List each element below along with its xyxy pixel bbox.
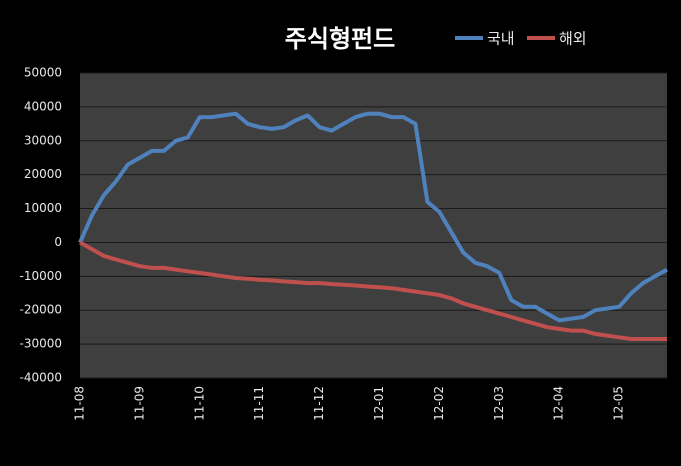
line-series [78,111,668,323]
y-tick-label: 0 [54,235,62,249]
line-series [79,240,667,341]
x-tick-label: 12-03 [492,386,506,421]
x-tick-label: 11-10 [192,386,206,421]
x-tick-label: 12-02 [432,386,446,421]
x-tick-label: 11-12 [312,386,326,421]
y-tick-label: 50000 [24,66,62,80]
legend-label: 국내 [487,30,515,48]
legend-label: 해외 [559,30,587,48]
y-tick-label: -10000 [19,269,62,283]
x-tick-label: 11-09 [132,386,146,421]
y-tick-label: -30000 [19,337,62,351]
y-tick-label: 30000 [24,133,62,147]
y-tick-label: -20000 [19,303,62,317]
y-tick-label: -40000 [19,371,62,385]
x-tick-label: 11-11 [252,386,266,421]
chart-title: 주식형펀드 [285,25,395,53]
x-tick-label: 12-04 [552,386,566,421]
y-tick-label: 10000 [24,201,62,215]
plot-area [80,73,667,378]
y-tick-label: 20000 [24,167,62,181]
x-tick-label: 12-05 [612,386,626,421]
y-tick-label: 40000 [24,99,62,113]
x-tick-label: 12-01 [372,386,386,421]
x-tick-label: 11-08 [73,386,87,421]
